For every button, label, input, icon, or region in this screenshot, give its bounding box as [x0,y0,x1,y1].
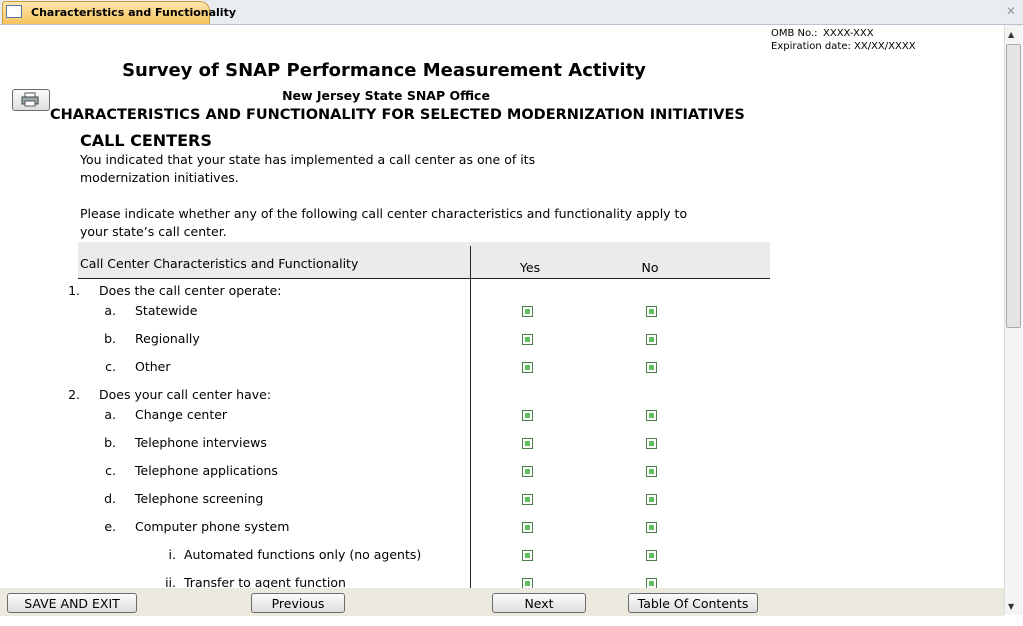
form-tab[interactable]: Characteristics and Functionality [2,1,236,24]
section-title: CHARACTERISTICS AND FUNCTIONALITY FOR SE… [50,107,745,123]
scroll-thumb[interactable] [1006,44,1021,328]
survey-title: Survey of SNAP Performance Measurement A… [122,60,646,81]
no-checkbox[interactable] [646,578,657,588]
item-marker: 1. [68,283,80,298]
no-checkbox[interactable] [646,494,657,505]
item-marker: b. [104,331,116,346]
instruction-text: Please indicate whether any of the follo… [80,206,688,239]
yes-checkbox[interactable] [522,410,533,421]
item-text: Computer phone system [135,519,290,534]
print-button[interactable] [12,89,50,111]
nav-button[interactable]: SAVE AND EXIT [7,593,137,613]
yes-checkbox[interactable] [522,466,533,477]
yes-checkbox[interactable] [522,522,533,533]
item-marker: e. [104,519,116,534]
omb-number: XXXX-XXX [823,28,874,39]
form-icon [6,5,22,18]
table-header [78,242,770,279]
item-text: Telephone applications [135,463,278,478]
item-text: Automated functions only (no agents) [184,547,422,562]
office-name: New Jersey State SNAP Office [282,88,490,103]
column-header: No [641,260,659,275]
item-marker: ii. [165,575,176,588]
yes-checkbox[interactable] [522,494,533,505]
scroll-down[interactable]: ▼ [1008,602,1015,611]
item-text: Telephone screening [135,491,264,506]
yes-checkbox[interactable] [522,550,533,561]
intro-text: You indicated that your state has implem… [80,152,536,185]
item-marker: i. [168,547,176,562]
item-text: Regionally [135,331,200,346]
yes-checkbox[interactable] [522,334,533,345]
item-text: Statewide [135,303,198,318]
no-checkbox[interactable] [646,410,657,421]
item-marker: b. [104,435,116,450]
yes-checkbox[interactable] [522,306,533,317]
item-text: Other [135,359,171,374]
column-divider [470,246,471,588]
no-checkbox[interactable] [646,362,657,373]
yes-checkbox[interactable] [522,362,533,373]
subsection-title: CALL CENTERS [80,131,212,150]
printer-icon [21,92,39,107]
no-checkbox[interactable] [646,334,657,345]
close-button[interactable]: ✕ [1006,4,1017,18]
no-checkbox[interactable] [646,466,657,477]
omb-label: OMB No.: [771,28,818,39]
expiration-label: Expiration date: [771,41,851,52]
item-marker: d. [104,491,116,506]
no-checkbox[interactable] [646,550,657,561]
item-marker: c. [105,463,116,478]
expiration-date: XX/XX/XXXX [854,41,916,52]
no-checkbox[interactable] [646,522,657,533]
item-text: Does the call center operate: [99,283,282,298]
yes-checkbox[interactable] [522,438,533,449]
nav-button[interactable]: Table Of Contents [628,593,758,613]
nav-button[interactable]: Previous [251,593,345,613]
item-text: Change center [135,407,228,422]
item-marker: c. [105,359,116,374]
item-marker: 2. [68,387,80,402]
tab-title: Characteristics and Functionality [31,6,236,19]
column-header: Yes [519,260,541,275]
yes-checkbox[interactable] [522,578,533,588]
item-text: Telephone interviews [135,435,267,450]
no-checkbox[interactable] [646,306,657,317]
item-text: Does your call center have: [99,387,272,402]
scroll-up[interactable]: ▲ [1008,30,1015,39]
column-header: Call Center Characteristics and Function… [80,256,359,271]
form-body: OMB No.: XXXX-XXX Expiration date: XX/XX… [0,25,1004,588]
item-text: Transfer to agent function [184,575,346,588]
item-marker: a. [104,303,116,318]
item-marker: a. [104,407,116,422]
no-checkbox[interactable] [646,438,657,449]
nav-button[interactable]: Next [492,593,586,613]
